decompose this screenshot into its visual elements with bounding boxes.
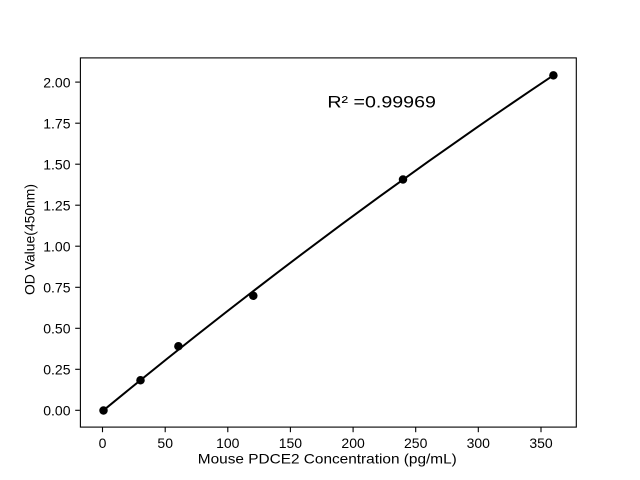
svg-text:0.50: 0.50 — [43, 321, 70, 337]
svg-text:OD Value(450nm): OD Value(450nm) — [22, 184, 38, 295]
svg-text:50: 50 — [157, 435, 173, 451]
svg-text:100: 100 — [216, 435, 240, 451]
svg-text:Mouse PDCE2 Concentration (pg/: Mouse PDCE2 Concentration (pg/mL) — [198, 450, 457, 466]
svg-text:0: 0 — [99, 435, 107, 451]
svg-text:150: 150 — [279, 435, 303, 451]
svg-text:1.50: 1.50 — [43, 157, 70, 173]
svg-text:R² =0.99969: R² =0.99969 — [327, 93, 436, 112]
svg-text:200: 200 — [341, 435, 365, 451]
svg-text:1.75: 1.75 — [43, 116, 70, 132]
svg-text:2.00: 2.00 — [43, 75, 70, 91]
svg-text:1.00: 1.00 — [43, 239, 70, 255]
svg-text:350: 350 — [529, 435, 553, 451]
svg-text:0.75: 0.75 — [43, 280, 70, 296]
svg-text:250: 250 — [404, 435, 428, 451]
svg-text:1.25: 1.25 — [43, 198, 70, 214]
svg-text:0.25: 0.25 — [43, 362, 70, 378]
svg-text:300: 300 — [467, 435, 491, 451]
svg-text:0.00: 0.00 — [43, 403, 70, 419]
